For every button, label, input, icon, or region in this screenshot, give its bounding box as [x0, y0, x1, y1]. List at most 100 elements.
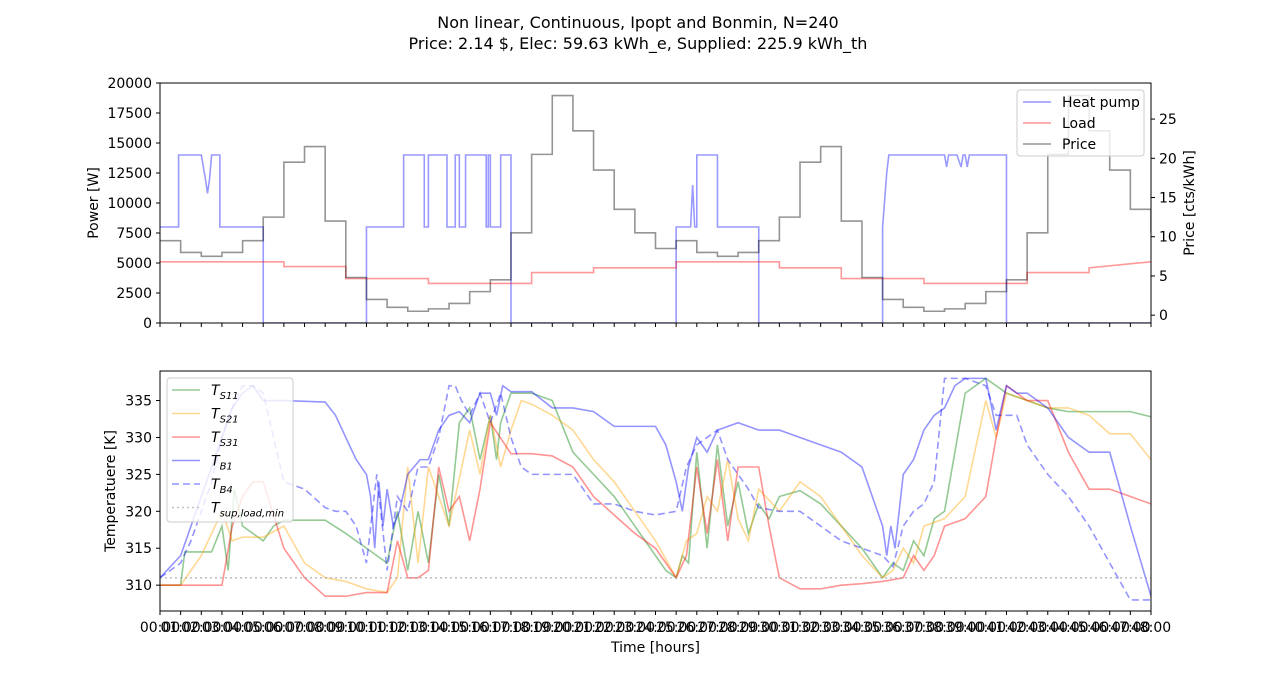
legend-label-sub: S11 — [220, 391, 239, 402]
y-tick-label: 325 — [125, 467, 152, 483]
bottom-series-group — [160, 377, 1151, 601]
x-tick-label: 18:00 — [511, 620, 551, 636]
x-tick-label: 28:00 — [718, 620, 758, 636]
x-tick-label: 11:00 — [367, 620, 407, 636]
x-tick-label: 26:00 — [677, 620, 717, 636]
x-tick-label: 33:00 — [821, 620, 861, 636]
y2-tick-label: 20 — [1159, 151, 1177, 167]
series-line-price — [160, 94, 1151, 313]
x-tick-label: 07:00 — [284, 620, 324, 636]
y-tick-label: 0 — [143, 316, 152, 332]
x-tick-label: 19:00 — [532, 620, 572, 636]
legend-label-main: T — [211, 454, 221, 470]
y-axis-label: Power [W] — [86, 167, 102, 239]
y2-tick-label: 5 — [1159, 269, 1168, 285]
series-line-t-b1 — [160, 377, 1151, 597]
legend-label-sub: B4 — [220, 485, 233, 496]
x-tick-label: 14:00 — [429, 620, 469, 636]
y-tick-label: 335 — [125, 394, 152, 410]
x-tick-label: 02:00 — [181, 620, 221, 636]
x-tick-label: 35:00 — [862, 620, 902, 636]
series-line-t-s21 — [160, 392, 1151, 594]
legend-label-sub: sup,load,min — [220, 509, 284, 520]
legend-label-main: T — [211, 383, 221, 399]
x-tick-label: 25:00 — [656, 620, 696, 636]
x-tick-label: 36:00 — [883, 620, 923, 636]
x-tick-label: 15:00 — [450, 620, 490, 636]
y-tick-label: 17500 — [107, 106, 152, 122]
x-tick-label: 12:00 — [388, 620, 428, 636]
x-tick-label: 10:00 — [346, 620, 386, 636]
x-tick-label: 30:00 — [759, 620, 799, 636]
legend-label: TB1 — [211, 454, 233, 473]
legend-label: TS31 — [211, 430, 239, 449]
y-tick-label: 10000 — [107, 196, 152, 212]
legend-frame — [166, 377, 294, 523]
y-tick-label: 330 — [125, 430, 152, 446]
legend-label-main: T — [211, 501, 221, 517]
power-price-axes: 0 2500 5000 7500 10000 12500 15000 17500 20000 0 5… — [86, 76, 1198, 332]
x-tick-label: 20:00 — [553, 620, 593, 636]
y-tick-label: 5000 — [116, 256, 152, 272]
series-line-load — [160, 261, 1151, 285]
legend-label: Price — [1062, 137, 1096, 153]
x-tick-label: 03:00 — [202, 620, 242, 636]
series-line-heat-pump — [160, 154, 1151, 323]
y2-tick-label: 25 — [1159, 112, 1177, 128]
legend-label: Heat pump — [1062, 95, 1140, 111]
top-axes-frame — [159, 82, 1152, 324]
x-tick-label: 04:00 — [222, 620, 262, 636]
x-tick-label: 16:00 — [470, 620, 510, 636]
x-tick-label: 23:00 — [615, 620, 655, 636]
x-tick-label: 37:00 — [904, 620, 944, 636]
y-tick-label: 315 — [125, 541, 152, 557]
legend-label-main: T — [211, 430, 221, 446]
x-tick-label: 01:00 — [160, 620, 200, 636]
x-tick-label: 47:00 — [1110, 620, 1150, 636]
x-tick-label: 29:00 — [739, 620, 779, 636]
x-tick-label: 06:00 — [264, 620, 304, 636]
y-tick-label: 2500 — [116, 286, 152, 302]
legend-frame — [1016, 89, 1145, 157]
x-tick-label: 42:00 — [1007, 620, 1047, 636]
x-tick-label: 31:00 — [780, 620, 820, 636]
x-tick-label: 09:00 — [326, 620, 366, 636]
y-tick-label: 320 — [125, 504, 152, 520]
x-tick-label: 13:00 — [408, 620, 448, 636]
x-tick-label: 32:00 — [800, 620, 840, 636]
x-tick-label: 44:00 — [1048, 620, 1088, 636]
x-tick-label: 40:00 — [966, 620, 1006, 636]
top-legend: Heat pump Load Price — [1016, 89, 1145, 157]
x-tick-label: 08:00 — [305, 620, 345, 636]
legend-label: TS21 — [211, 407, 239, 426]
x-tick-label: 00:00 — [140, 620, 180, 636]
legend-label: Tsup,load,min — [211, 501, 284, 520]
figure-title-line2: Price: 2.14 $, Elec: 59.63 kWh_e, Suppli… — [409, 34, 868, 54]
x-tick-label: 24:00 — [635, 620, 675, 636]
x-tick-label: 46:00 — [1090, 620, 1130, 636]
x-tick-label: 39:00 — [945, 620, 985, 636]
x-tick-label: 38:00 — [924, 620, 964, 636]
x-axis-label: Time [hours] — [610, 640, 700, 656]
x-tick-label: 45:00 — [1069, 620, 1109, 636]
legend-label-sub: S31 — [220, 438, 239, 449]
temperature-axes: 310 315 320 325 330 335 00:0001:0002:0003:0004… — [103, 370, 1171, 656]
legend-label-main: T — [211, 407, 221, 423]
legend-label: Load — [1062, 116, 1096, 132]
x-tick-label: 34:00 — [842, 620, 882, 636]
legend-label: TS11 — [211, 383, 239, 402]
y-tick-label: 20000 — [107, 76, 152, 92]
x-tick-label: 21:00 — [573, 620, 613, 636]
x-tick-label: 41:00 — [986, 620, 1026, 636]
y2-tick-label: 15 — [1159, 191, 1177, 207]
x-tick-label: 22:00 — [594, 620, 634, 636]
x-tick-label: 17:00 — [491, 620, 531, 636]
series-line-t-s11 — [160, 377, 1151, 586]
y2-tick-label: 0 — [1159, 308, 1168, 324]
series-line-t-b4 — [160, 377, 1151, 601]
legend-label: TB4 — [211, 477, 233, 496]
y2-tick-label: 10 — [1159, 230, 1177, 246]
y2-axis-label: Price [cts/kWh] — [1182, 150, 1198, 256]
